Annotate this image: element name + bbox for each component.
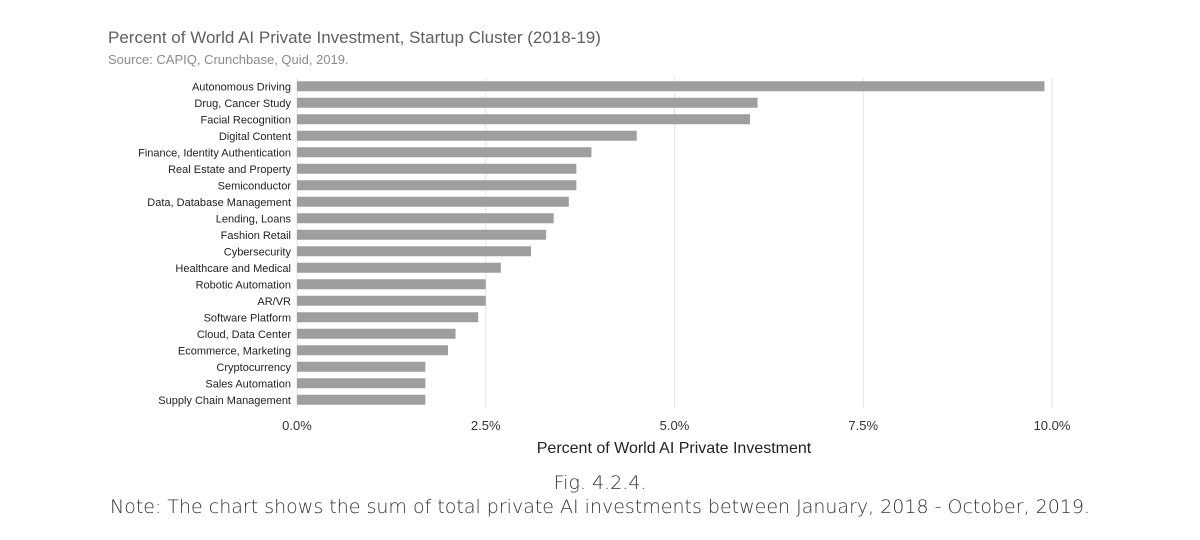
- category-label: Cloud, Data Center: [197, 329, 291, 341]
- chart-subtitle: Source: CAPIQ, Crunchbase, Quid, 2019.: [108, 52, 349, 67]
- category-label: Software Platform: [204, 312, 291, 324]
- bar: [297, 97, 758, 108]
- bar: [297, 81, 1045, 92]
- category-label: Healthcare and Medical: [175, 263, 291, 275]
- bars: [297, 81, 1045, 405]
- category-label: Fashion Retail: [221, 230, 291, 242]
- bar: [297, 328, 456, 339]
- x-tick-label: 0.0%: [282, 418, 312, 433]
- bar: [297, 361, 426, 372]
- x-tick-labels: 0.0% 2.5% 5.0% 7.5% 10.0%: [282, 418, 1071, 433]
- chart-title: Percent of World AI Private Investment, …: [108, 28, 601, 47]
- x-tick-label: 5.0%: [660, 418, 690, 433]
- category-label: Sales Automation: [205, 378, 291, 390]
- category-label: Lending, Loans: [216, 213, 292, 225]
- bar: [297, 378, 426, 389]
- category-label: Semiconductor: [218, 180, 292, 192]
- x-tick-label: 10.0%: [1034, 418, 1071, 433]
- category-label: Robotic Automation: [196, 279, 291, 291]
- category-label: Cryptocurrency: [216, 362, 291, 374]
- bar: [297, 262, 501, 273]
- bar: [297, 295, 486, 306]
- bar: [297, 279, 486, 290]
- category-label: Finance, Identity Authentication: [138, 147, 291, 159]
- bar: [297, 114, 750, 125]
- category-label: Autonomous Driving: [192, 81, 291, 93]
- x-axis-label: Percent of World AI Private Investment: [537, 440, 812, 457]
- category-label: Facial Recognition: [201, 114, 292, 126]
- bar: [297, 130, 637, 141]
- category-label: Cybersecurity: [224, 246, 292, 258]
- bar: [297, 147, 592, 158]
- bar: [297, 246, 532, 257]
- category-label: Real Estate and Property: [168, 164, 291, 176]
- bar: [297, 180, 577, 191]
- category-label: AR/VR: [257, 296, 291, 308]
- x-tick-label: 7.5%: [848, 418, 878, 433]
- bar: [297, 229, 547, 240]
- bar: [297, 163, 577, 174]
- category-label: Drug, Cancer Study: [194, 98, 291, 110]
- bar-chart: Autonomous Driving Drug, Cancer Study Faci…: [138, 78, 1071, 457]
- category-label: Data, Database Management: [147, 197, 291, 209]
- bar: [297, 345, 448, 356]
- bar: [297, 196, 569, 207]
- figure-number: Fig. 4.2.4.: [553, 472, 647, 494]
- category-label: Ecommerce, Marketing: [178, 345, 291, 357]
- category-label: Supply Chain Management: [158, 395, 291, 407]
- bar: [297, 213, 554, 224]
- category-labels: Autonomous Driving Drug, Cancer Study Faci…: [138, 81, 291, 407]
- figure-note: Note: The chart shows the sum of total p…: [109, 496, 1090, 518]
- bar: [297, 312, 479, 323]
- x-tick-label: 2.5%: [471, 418, 501, 433]
- grid-lines: [296, 78, 1053, 408]
- category-label: Digital Content: [219, 131, 291, 143]
- bar: [297, 394, 426, 405]
